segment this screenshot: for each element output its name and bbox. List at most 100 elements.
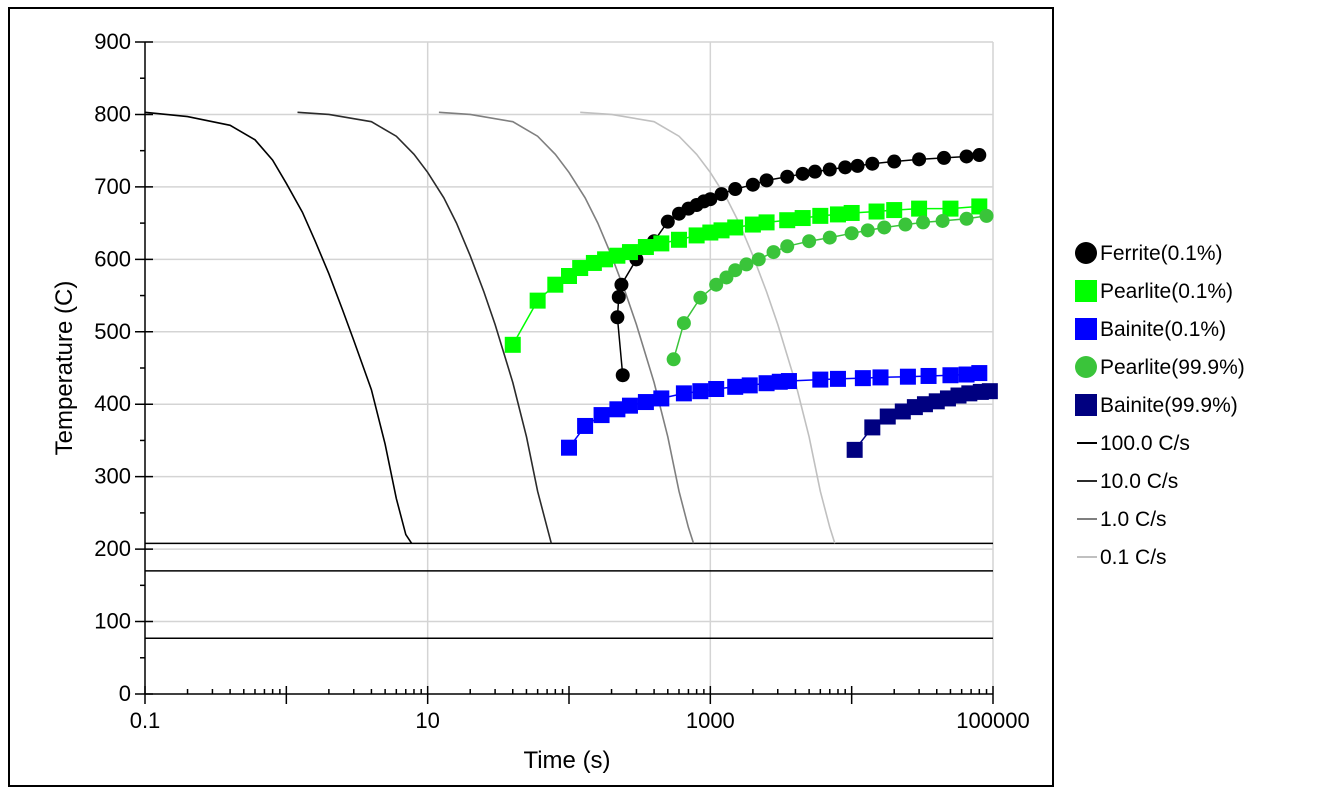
legend-swatch <box>1075 394 1097 416</box>
data-point <box>703 192 718 207</box>
legend-item: 10.0 C/s <box>1077 470 1178 493</box>
legend-item: Bainite(0.1%) <box>1075 318 1226 341</box>
legend-label: Bainite(0.1%) <box>1100 318 1226 341</box>
data-point <box>920 367 937 384</box>
data-point <box>728 263 743 278</box>
data-point <box>561 439 577 456</box>
data-point <box>529 292 546 309</box>
data-point <box>854 370 871 387</box>
data-point <box>942 200 959 217</box>
series-group <box>610 148 987 383</box>
y-tick-label: 900 <box>94 29 131 54</box>
data-point <box>887 154 902 169</box>
x-tick-label: 10 <box>415 708 439 733</box>
x-axis-title: Time (s) <box>523 747 610 774</box>
data-point <box>666 352 681 367</box>
data-point <box>713 222 730 239</box>
data-point <box>780 239 795 254</box>
data-point <box>972 148 987 163</box>
x-tick-label: 0.1 <box>130 708 161 733</box>
legend: Ferrite(0.1%) Pearlite(0.1%) Bainite(0.1%)… <box>1075 242 1245 569</box>
data-point <box>758 375 775 392</box>
data-point <box>615 368 630 383</box>
data-point <box>829 206 846 223</box>
data-point <box>936 150 951 165</box>
data-point <box>611 290 626 305</box>
data-point <box>597 251 614 268</box>
data-point <box>709 277 724 292</box>
data-point <box>935 213 950 228</box>
cooling-curve <box>297 111 553 544</box>
data-point <box>727 219 744 236</box>
data-point <box>653 390 670 407</box>
data-point <box>759 173 774 188</box>
data-point <box>728 182 743 197</box>
legend-label: Bainite(99.9%) <box>1100 394 1238 417</box>
data-point <box>637 239 654 256</box>
data-point <box>794 210 811 227</box>
data-point <box>780 169 795 184</box>
tick-labels: 0 100 200 300 400 500 600 700 800 900 0.1 10 1000 100… <box>94 29 1029 733</box>
data-point <box>844 226 859 241</box>
data-point <box>744 216 761 233</box>
data-point <box>727 378 744 395</box>
data-point <box>802 234 817 249</box>
data-point <box>879 408 896 425</box>
grid <box>145 41 994 694</box>
legend-item: Pearlite(99.9%) <box>1075 356 1245 379</box>
data-point <box>795 166 810 181</box>
series-group <box>666 208 994 367</box>
data-point <box>894 403 911 420</box>
data-point <box>675 385 692 402</box>
horizontal-reference-lines <box>145 542 993 639</box>
series-group <box>504 198 988 353</box>
data-point <box>614 277 629 292</box>
legend-item: Pearlite(0.1%) <box>1075 280 1233 303</box>
y-tick-label: 300 <box>94 464 131 489</box>
data-point <box>660 214 675 229</box>
data-point <box>766 245 781 260</box>
data-point <box>822 162 837 177</box>
x-tick-label: 100000 <box>956 708 1029 733</box>
legend-swatch <box>1075 318 1097 340</box>
data-point <box>864 419 881 436</box>
x-tick-label: 1000 <box>686 708 735 733</box>
data-point <box>670 231 687 248</box>
data-point <box>547 276 564 293</box>
cooling-curves <box>144 111 836 544</box>
y-tick-label: 500 <box>94 319 131 344</box>
y-tick-label: 700 <box>94 174 131 199</box>
data-point <box>959 211 974 226</box>
data-point <box>745 177 760 192</box>
data-point <box>843 204 860 221</box>
data-point <box>780 373 797 390</box>
legend-swatch <box>1075 280 1097 302</box>
data-point <box>751 252 766 267</box>
cooling-curve <box>580 111 836 544</box>
data-point <box>637 394 654 411</box>
data-point <box>886 202 903 219</box>
data-point <box>829 370 846 387</box>
data-point <box>958 366 975 383</box>
data-point <box>693 290 708 305</box>
data-point <box>898 217 913 232</box>
data-point <box>812 371 829 388</box>
data-point <box>714 187 729 202</box>
data-point <box>942 367 959 384</box>
legend-label: 1.0 C/s <box>1100 508 1167 531</box>
data-point <box>676 316 691 331</box>
y-tick-label: 100 <box>94 609 131 634</box>
data-point <box>877 220 892 235</box>
cooling-curve <box>144 111 413 544</box>
data-point <box>971 365 988 382</box>
legend-swatch <box>1075 356 1097 378</box>
legend-item: Ferrite(0.1%) <box>1075 242 1223 265</box>
data-series <box>504 148 998 458</box>
data-point <box>577 417 594 434</box>
data-point <box>865 156 880 171</box>
data-point <box>621 397 638 414</box>
data-point <box>812 207 829 224</box>
y-axis-title: Temperature (C) <box>51 281 78 456</box>
data-point <box>872 369 889 386</box>
data-point <box>846 441 863 458</box>
